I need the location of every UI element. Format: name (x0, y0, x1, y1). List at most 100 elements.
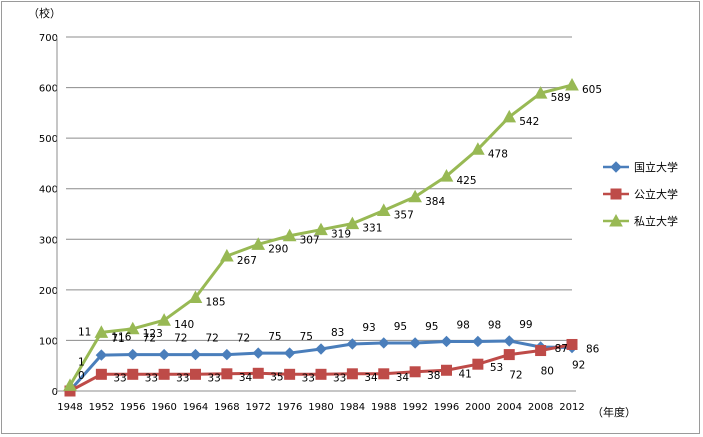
x-tick-label: 1952 (89, 402, 114, 413)
data-point (472, 358, 484, 370)
data-label: 34 (396, 372, 410, 384)
data-point (252, 347, 264, 359)
data-label: 140 (174, 319, 194, 331)
data-point (95, 368, 107, 380)
data-point (158, 368, 170, 380)
x-tick-label: 2012 (559, 402, 584, 413)
x-tick-label: 1988 (371, 402, 396, 413)
data-point (566, 338, 578, 350)
data-label: 589 (551, 92, 571, 104)
data-point (158, 348, 170, 361)
data-point (157, 313, 171, 326)
data-point (284, 368, 296, 380)
legend-label: 私立大学 (634, 214, 678, 228)
data-label: 35 (270, 371, 283, 383)
data-label: 72 (174, 333, 187, 345)
data-label: 331 (362, 223, 382, 235)
data-point (315, 343, 327, 355)
data-label: 33 (302, 372, 315, 384)
y-tick-label: 0 (52, 387, 58, 398)
data-label: 290 (268, 243, 288, 255)
data-label: 0 (78, 370, 85, 382)
y-tick-label: 300 (39, 235, 58, 246)
data-point (345, 216, 360, 230)
data-point (440, 335, 453, 348)
data-point (188, 290, 203, 303)
data-label: 53 (490, 362, 503, 374)
x-tick-label: 2008 (528, 402, 553, 413)
y-tick-label: 600 (39, 84, 58, 95)
data-label: 98 (488, 319, 501, 331)
data-point (378, 337, 390, 349)
data-label: 116 (111, 331, 131, 343)
data-label: 95 (394, 321, 407, 333)
x-tick-label: 1956 (120, 402, 145, 413)
legend-marker (609, 213, 623, 227)
y-tick-label: 100 (39, 336, 58, 347)
data-label: 33 (145, 372, 158, 384)
data-point (503, 349, 515, 361)
data-label: 72 (509, 370, 522, 382)
legend-marker (610, 161, 622, 173)
data-label: 319 (331, 229, 351, 241)
data-point (409, 366, 421, 378)
data-label: 605 (582, 84, 602, 96)
x-tick-label: 1996 (434, 402, 459, 413)
data-label: 98 (457, 319, 470, 331)
data-label: 357 (394, 209, 414, 221)
data-point (127, 368, 139, 380)
data-label: 185 (206, 296, 226, 308)
data-label: 1 (78, 356, 85, 368)
data-label: 33 (113, 372, 126, 384)
data-label: 83 (331, 327, 344, 339)
data-point (533, 86, 548, 99)
data-label: 34 (239, 372, 253, 384)
data-label: 75 (268, 331, 281, 343)
data-point (378, 368, 390, 380)
data-label: 123 (143, 328, 163, 340)
data-point (125, 321, 140, 335)
data-point (471, 142, 485, 155)
data-label: 33 (333, 372, 346, 384)
data-label: 41 (459, 368, 472, 380)
data-label: 72 (237, 333, 250, 345)
data-label: 267 (237, 255, 257, 267)
x-tick-label: 1980 (308, 402, 333, 413)
data-label: 86 (586, 344, 600, 356)
data-label: 425 (457, 175, 477, 187)
data-label: 307 (300, 235, 320, 247)
data-label: 71 (111, 333, 124, 345)
data-point (190, 368, 201, 380)
data-label: 33 (208, 372, 221, 384)
legend-label: 国立大学 (634, 160, 678, 174)
data-label: 80 (541, 366, 554, 378)
y-tick-label: 200 (39, 286, 58, 297)
x-tick-label: 1948 (57, 402, 82, 413)
data-label: 72 (206, 333, 219, 345)
data-point (63, 378, 77, 391)
data-point (409, 337, 421, 349)
data-point (314, 222, 328, 236)
data-point (441, 364, 452, 376)
data-label: 72 (143, 333, 156, 345)
data-point (127, 348, 139, 361)
data-label: 75 (300, 331, 313, 343)
data-point (472, 335, 484, 348)
y-axis-unit: （校） (28, 6, 61, 20)
x-tick-label: 1972 (246, 402, 271, 413)
data-point (346, 368, 358, 380)
data-label: 384 (425, 196, 445, 208)
y-tick-label: 500 (39, 134, 58, 145)
data-point (408, 189, 422, 203)
data-label: 95 (425, 321, 438, 333)
data-label: 34 (364, 372, 378, 384)
data-label: 38 (427, 370, 440, 382)
x-tick-label: 2000 (465, 402, 490, 413)
x-tick-label: 2004 (497, 402, 522, 413)
data-point (315, 368, 327, 380)
data-point (535, 345, 547, 357)
data-point (220, 248, 234, 262)
data-label: 99 (519, 319, 532, 331)
